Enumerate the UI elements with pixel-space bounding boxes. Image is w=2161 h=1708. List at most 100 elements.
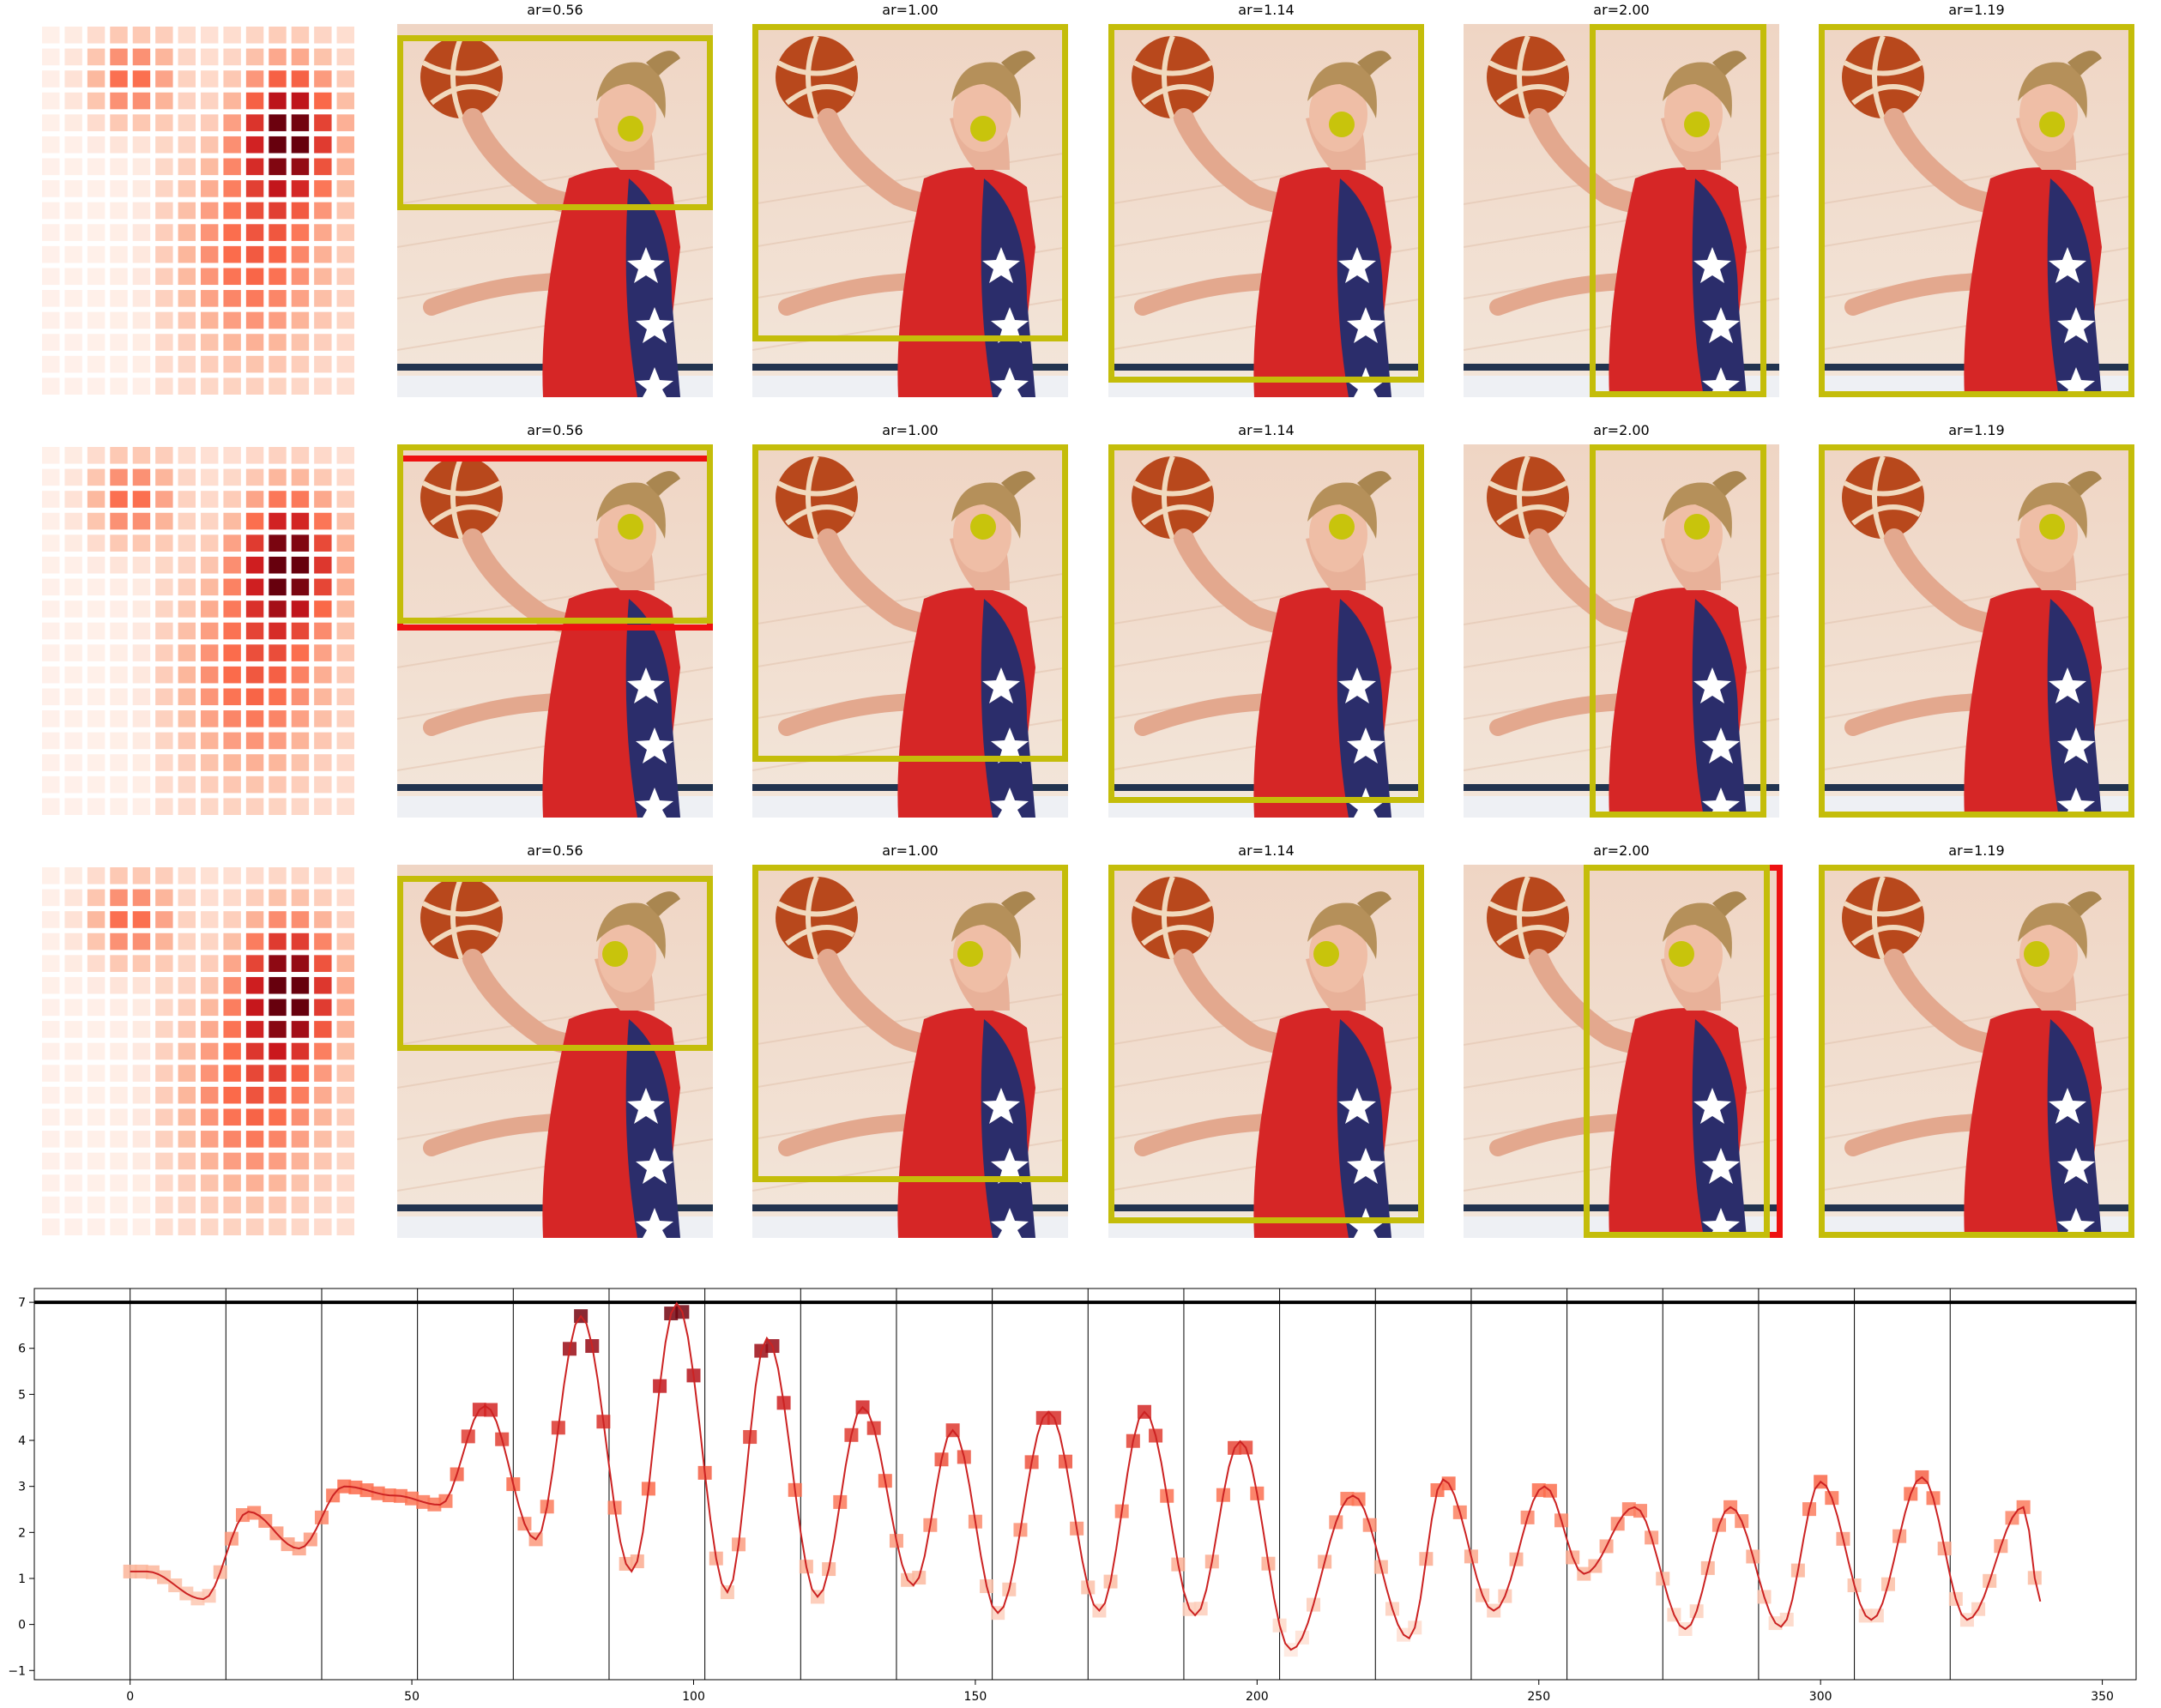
heatmap-cell <box>42 644 60 661</box>
heatmap-cell <box>269 1131 287 1148</box>
heatmap-cell <box>87 377 106 395</box>
heatmap-cell <box>245 48 264 66</box>
heatmap-cell <box>64 622 82 640</box>
heatmap-cell <box>178 468 196 486</box>
heatmap-cell <box>110 1021 128 1038</box>
heatmap-cell <box>42 355 60 373</box>
heatmap-cell <box>64 798 82 815</box>
heatmap-cell <box>291 732 310 750</box>
heatmap-cell <box>314 1218 332 1235</box>
heatmap-cell <box>201 976 219 994</box>
heatmap-cell <box>245 92 264 110</box>
heatmap-cell <box>291 92 310 110</box>
heatmap-cell <box>201 932 219 951</box>
heatmap-cell <box>336 1218 354 1235</box>
heatmap-cell <box>245 534 264 552</box>
heatmap-cell <box>223 355 241 373</box>
crop-box <box>1108 24 1424 383</box>
heatmap-cell <box>110 1086 128 1104</box>
heatmap-cell <box>87 224 106 241</box>
heatmap-cell <box>269 468 287 486</box>
heatmap-cell <box>42 224 60 241</box>
x-tick-label: 50 <box>404 1690 420 1704</box>
heatmap-cell <box>64 92 82 110</box>
heatmap-cell <box>155 644 173 661</box>
heatmap-cell <box>132 27 151 44</box>
x-tick-label: 100 <box>682 1690 705 1704</box>
heatmap-cell <box>178 70 196 88</box>
y-tick-label: 6 <box>18 1343 26 1356</box>
crop-panel: ar=2.00 <box>1464 422 1779 818</box>
heatmap-cell <box>291 798 310 815</box>
heatmap-cell <box>64 644 82 661</box>
focus-point <box>969 513 996 540</box>
heatmap-cell <box>110 622 128 640</box>
heatmap-cell <box>132 355 151 373</box>
heatmap-cell <box>269 355 287 373</box>
heatmap-cell <box>201 644 219 661</box>
heatmap-cell <box>155 710 173 727</box>
heatmap-cell <box>336 1108 354 1126</box>
x-tick-label: 200 <box>1246 1690 1269 1704</box>
heatmap-cell <box>245 889 264 907</box>
heatmap-cell <box>178 798 196 815</box>
heatmap-cell <box>155 976 173 994</box>
heatmap-cell <box>132 955 151 972</box>
heatmap-cell <box>201 1108 219 1126</box>
heatmap-cell <box>245 491 264 508</box>
heatmap-cell <box>223 1131 241 1148</box>
crop-box <box>1108 444 1424 803</box>
panel-title: ar=2.00 <box>1593 2 1650 18</box>
heatmap-cell <box>245 911 264 928</box>
heatmap-cell <box>155 377 173 395</box>
crop-panel: ar=1.19 <box>1819 2 2134 397</box>
crop-box <box>752 444 1068 762</box>
heatmap-cell <box>291 1174 310 1192</box>
heatmap-cell <box>201 867 219 884</box>
crop-box <box>1819 865 2134 1238</box>
heatmap-cell <box>201 447 219 464</box>
heatmap-cell <box>155 932 173 951</box>
heatmap-cell <box>178 601 196 618</box>
crop-box <box>1590 444 1767 818</box>
heatmap-cell <box>291 1086 310 1104</box>
heatmap-cell <box>223 136 241 154</box>
heatmap-cell <box>245 1086 264 1104</box>
heatmap-cell <box>223 534 241 552</box>
heatmap-cell <box>336 666 354 684</box>
panel-title: ar=1.19 <box>1948 422 2005 438</box>
heatmap-cell <box>42 601 60 618</box>
heatmap-cell <box>201 578 219 596</box>
heatmap-cell <box>87 534 106 552</box>
heatmap-cell <box>291 666 310 684</box>
heatmap-cell <box>223 512 241 530</box>
heatmap-cell <box>201 468 219 486</box>
heatmap-cell <box>178 976 196 994</box>
heatmap-cell <box>42 666 60 684</box>
heatmap-cell <box>42 798 60 815</box>
heatmap-cell <box>64 180 82 197</box>
heatmap-cell <box>178 202 196 220</box>
heatmap-cell <box>269 999 287 1017</box>
heatmap-cell <box>178 889 196 907</box>
heatmap-cell <box>245 158 264 176</box>
heatmap-cell <box>132 754 151 771</box>
heatmap-cell <box>314 798 332 815</box>
heatmap-cell <box>132 136 151 154</box>
heatmap-cell <box>336 1174 354 1192</box>
heatmap-cell <box>336 976 354 994</box>
crop-box <box>1819 24 2134 397</box>
heatmap-cell <box>314 334 332 351</box>
heatmap-cell <box>178 644 196 661</box>
heatmap-cell <box>269 1042 287 1060</box>
heatmap-cell <box>291 180 310 197</box>
heatmap-cell <box>132 1086 151 1104</box>
heatmap-cell <box>42 70 60 88</box>
heatmap-cell <box>110 867 128 884</box>
heatmap-cell <box>336 377 354 395</box>
heatmap-cell <box>178 114 196 131</box>
player-photo <box>397 444 713 818</box>
heatmap-cell <box>223 644 241 661</box>
x-tick-label: 350 <box>2091 1690 2114 1704</box>
heatmap-cell <box>178 136 196 154</box>
